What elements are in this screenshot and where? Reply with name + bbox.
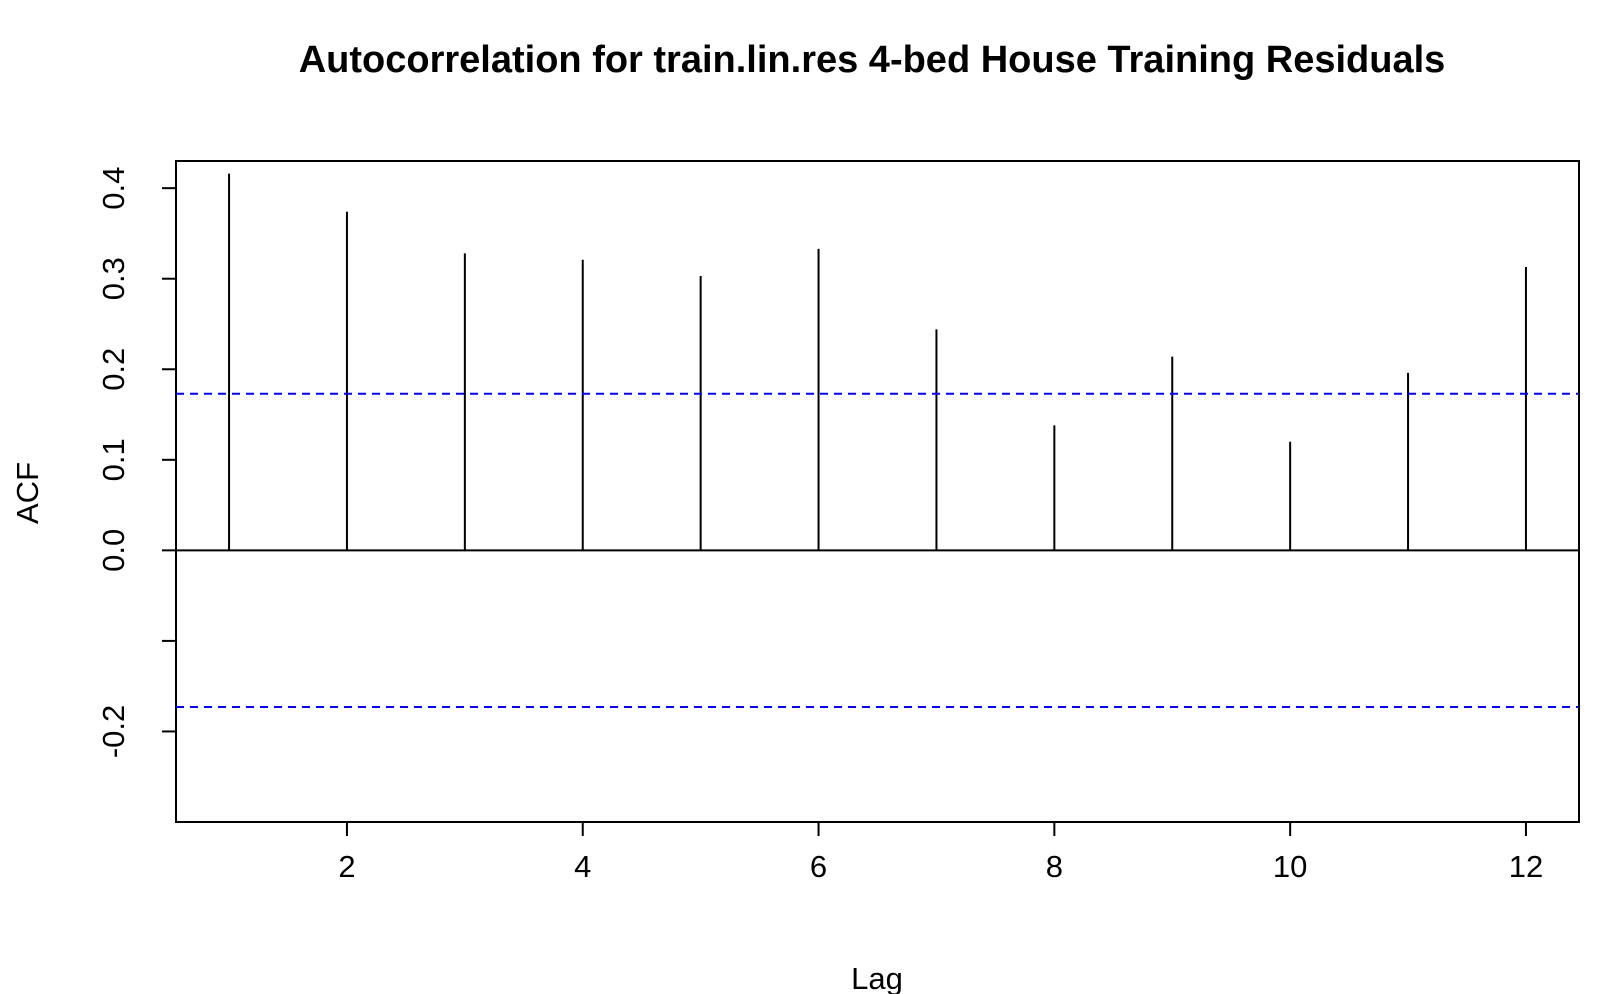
x-tick-label-10: 10 <box>1273 849 1307 884</box>
x-tick-label-12: 12 <box>1509 849 1543 884</box>
y-tick-label-0p2: 0.2 <box>96 348 131 391</box>
x-axis: 2 4 6 8 10 12 <box>338 822 1543 884</box>
x-tick-label-4: 4 <box>574 849 591 884</box>
y-tick-label-0: 0.0 <box>96 529 131 572</box>
chart-title: Autocorrelation for train.lin.res 4-bed … <box>299 39 1446 81</box>
y-tick-label-0p4: 0.4 <box>96 167 131 210</box>
x-tick-label-2: 2 <box>338 849 355 884</box>
y-tick-label-0p1: 0.1 <box>96 438 131 481</box>
y-tick-label-neg0p2: -0.2 <box>96 705 131 758</box>
y-axis-label: ACF <box>10 462 45 524</box>
plot-frame <box>175 160 1580 823</box>
y-axis: -0.2 0.0 0.1 0.2 0.3 0.4 <box>96 167 176 758</box>
y-tick-label-0p3: 0.3 <box>96 257 131 300</box>
confidence-lines <box>176 392 1579 709</box>
x-tick-label-6: 6 <box>810 849 827 884</box>
acf-bars <box>228 173 1527 551</box>
x-axis-label: Lag <box>851 961 903 994</box>
x-tick-label-8: 8 <box>1046 849 1063 884</box>
